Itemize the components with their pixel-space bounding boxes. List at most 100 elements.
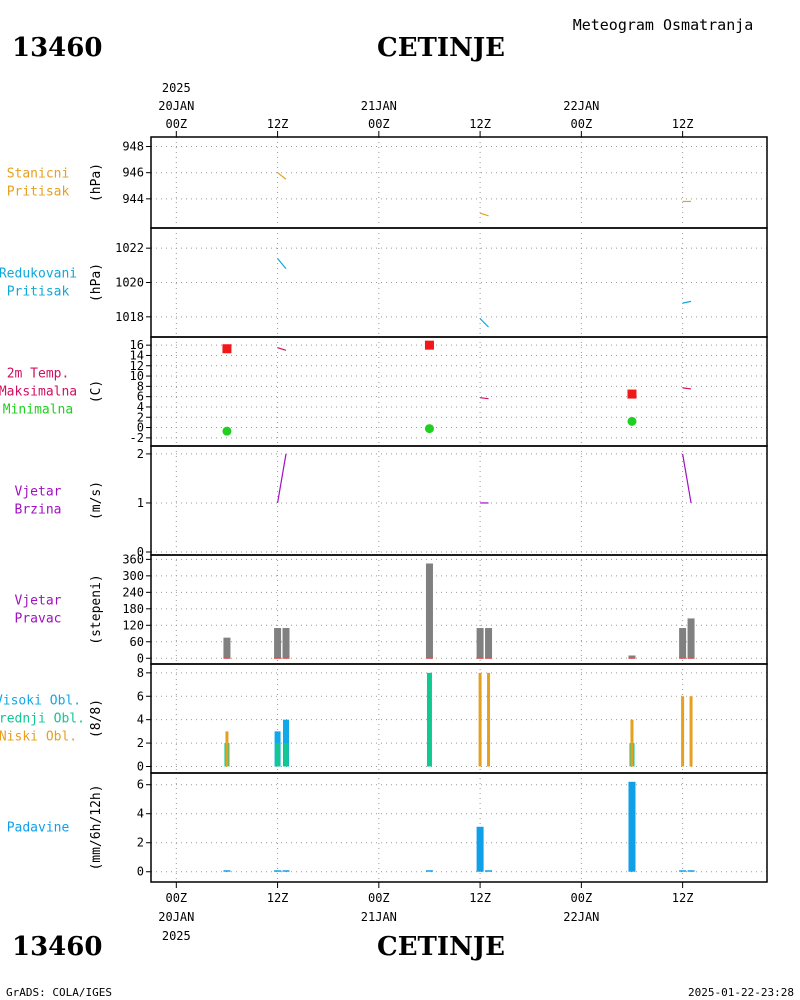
- time-tick-top-hour: 00Z: [165, 117, 187, 131]
- y-tick-label: 6: [137, 778, 144, 792]
- panel-label: Padavine: [7, 821, 70, 836]
- y-tick-label: 2: [137, 447, 144, 461]
- precip-bar: [223, 870, 231, 872]
- panel-frame: [150, 336, 768, 447]
- y-tick-label: 0: [137, 759, 144, 773]
- y-tick-label: 1020: [115, 276, 144, 290]
- y-tick-label: 16: [130, 338, 144, 352]
- panel-frame: [150, 554, 768, 665]
- panel-label: Minimalna: [3, 403, 73, 418]
- y-tick-label: 180: [122, 602, 144, 616]
- data-segment: [479, 212, 489, 217]
- y-tick-label: 0: [137, 651, 144, 665]
- panel-stanicni_pritisak: 944 946 948 (hPa) Stanicni Pritisak: [7, 136, 768, 229]
- y-tick-label: 6: [137, 390, 144, 404]
- temp-segment: [682, 387, 692, 390]
- station-name-bottom: CETINJE: [377, 932, 505, 962]
- y-tick-label: 60: [130, 635, 144, 649]
- time-tick-bottom-date: 21JAN: [361, 910, 397, 924]
- time-axes: 00Z 20JAN 00Z 20JAN 12Z 12Z 00Z 21JAN 00Z 21JAN 12…: [158, 99, 693, 924]
- precip-bar: [687, 870, 695, 872]
- time-tick-bottom-hour: 00Z: [571, 891, 593, 905]
- data-segment: [277, 258, 287, 270]
- footer-software: GrADS: COLA/IGES: [6, 986, 112, 999]
- time-tick-top-date: 22JAN: [563, 99, 599, 113]
- year-label-top: 2025: [162, 81, 191, 95]
- precip-bar: [485, 870, 493, 872]
- y-tick-label: 120: [122, 618, 144, 632]
- wind-direction-bar: [679, 628, 687, 659]
- panel-label: Vjetar: [15, 485, 62, 500]
- panel-label: Niski Obl.: [0, 730, 77, 745]
- y-tick-label: 0: [137, 865, 144, 879]
- temp-segment: [277, 347, 287, 351]
- y-tick-label: 944: [122, 192, 144, 206]
- wind-direction-bar: [282, 628, 290, 659]
- precip-bar: [274, 870, 282, 872]
- cloud-bar-2: [681, 696, 685, 767]
- y-tick-label: 2: [137, 410, 144, 424]
- time-tick-top-hour: 12Z: [672, 117, 694, 131]
- y-tick-label: 4: [137, 713, 144, 727]
- panel-label: Pravac: [15, 612, 62, 627]
- cloud-bar-2: [478, 672, 482, 767]
- panel-label: Vjetar: [15, 594, 62, 609]
- panel-oblacnost: 0 2 4 6 8 (8/8) Visoki Obl. Srednji Obl. Niski O…: [0, 663, 768, 774]
- cloud-bar-1: [426, 672, 432, 767]
- y-tick-label: 360: [122, 552, 144, 566]
- panel-vjetar_brzina: 0 1 2 (m/s) Vjetar Brzina: [15, 445, 768, 559]
- precip-bar: [679, 870, 687, 872]
- y-tick-label: 240: [122, 585, 144, 599]
- station-id-top: 13460: [12, 33, 102, 63]
- panel-label: Visoki Obl.: [0, 694, 81, 709]
- panel-frame: [150, 136, 768, 229]
- panel-frame: [150, 663, 768, 774]
- panel-label: Brzina: [15, 503, 62, 518]
- unit-label: (8/8): [89, 699, 104, 738]
- wind-direction-bar: [476, 628, 484, 659]
- y-tick-label: 1018: [115, 310, 144, 324]
- panel-padavine: 0 2 4 6 (mm/6h/12h) Padavine: [7, 772, 768, 883]
- panel-label: Maksimalna: [0, 385, 77, 400]
- tmax-marker: [627, 389, 637, 399]
- data-segment: [479, 318, 489, 328]
- cloud-bar-2: [225, 731, 229, 767]
- cloud-bar-1: [275, 743, 281, 767]
- y-tick-label: 2: [137, 736, 144, 750]
- panel-frame: [150, 445, 768, 556]
- time-tick-top-hour: 12Z: [267, 117, 289, 131]
- y-tick-label: 948: [122, 140, 144, 154]
- panel-label: Stanicni: [7, 167, 70, 182]
- cloud-bar-2: [630, 719, 634, 767]
- wind-direction-bar: [687, 618, 695, 659]
- y-tick-label: -2: [130, 431, 144, 445]
- data-segment: [277, 172, 287, 180]
- time-tick-bottom-hour: 00Z: [165, 891, 187, 905]
- wind-direction-bar: [485, 628, 493, 659]
- tmax-marker: [424, 340, 434, 350]
- panel-vjetar_pravac: 0 60 120 180 240 300 360 (stepeni) Vjetar Pravac: [15, 552, 768, 665]
- y-tick-label: 8: [137, 379, 144, 393]
- panel-label: Pritisak: [7, 185, 70, 200]
- y-tick-label: 946: [122, 166, 144, 180]
- station-id-bottom: 13460: [12, 932, 102, 962]
- precip-bar: [425, 870, 433, 872]
- y-tick-label: 1022: [115, 241, 144, 255]
- unit-label: (hPa): [89, 163, 104, 202]
- y-tick-label: 0: [137, 545, 144, 559]
- tmin-marker: [424, 424, 434, 434]
- time-tick-bottom-hour: 12Z: [672, 891, 694, 905]
- unit-label: (C): [89, 380, 104, 403]
- station-name-top: CETINJE: [377, 33, 505, 63]
- time-tick-bottom-date: 20JAN: [158, 910, 194, 924]
- y-tick-label: 1: [137, 496, 144, 510]
- y-tick-label: 300: [122, 569, 144, 583]
- time-tick-top-hour: 00Z: [571, 117, 593, 131]
- unit-label: (mm/6h/12h): [89, 784, 104, 870]
- data-segment: [682, 453, 692, 504]
- y-tick-label: 6: [137, 689, 144, 703]
- wind-direction-bar: [628, 655, 636, 659]
- panel-frame: [150, 772, 768, 883]
- cloud-bar-2: [487, 672, 491, 767]
- precip-bar: [476, 826, 484, 872]
